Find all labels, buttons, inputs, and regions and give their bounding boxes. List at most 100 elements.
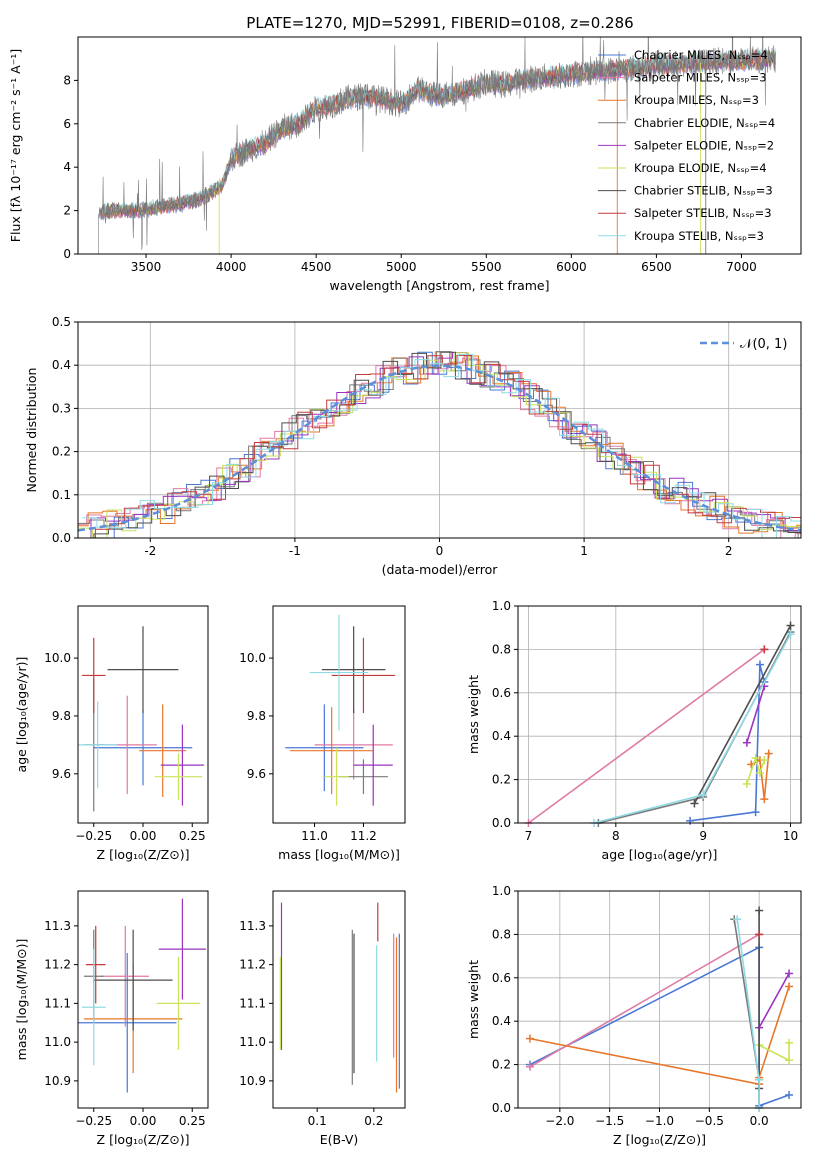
- x-tick-label: 0.25: [179, 1114, 206, 1128]
- x-tick-label: −1.5: [595, 1114, 624, 1128]
- legend-label-kroupa_stelib: Kroupa STELIB, Nₛₛₚ=3: [634, 229, 764, 243]
- y-tick-label: 0.4: [492, 729, 511, 743]
- x-tick-label: 7: [525, 829, 533, 843]
- series-line-salpeter_miles: [529, 933, 760, 1068]
- series-line-kroupa_miles: [750, 753, 770, 800]
- y-axis-label: mass weight: [466, 960, 481, 1039]
- y-tick-label: 0.1: [52, 488, 71, 502]
- y-axis-label: mass [log₁₀(M/M⊙)]: [14, 939, 29, 1061]
- y-tick-label: 9.6: [52, 767, 71, 781]
- x-tick-label: 8: [612, 829, 620, 843]
- page-title: PLATE=1270, MJD=52991, FIBERID=0108, z=0…: [246, 14, 633, 32]
- x-axis-label: wavelength [Angstrom, rest frame]: [329, 278, 549, 293]
- y-tick-label: 2: [63, 204, 71, 218]
- weight_vs_Z-frame: [517, 890, 802, 1109]
- y-tick-label: 0.8: [492, 642, 511, 656]
- x-tick-label: −0.5: [695, 1114, 724, 1128]
- x-tick-label: −1.0: [645, 1114, 674, 1128]
- series-line-salpeter_elodie: [758, 973, 790, 1029]
- x-axis-label: mass [log₁₀(M/M⊙)]: [278, 847, 400, 862]
- legend-label-salpeter_miles: Salpeter MILES, Nₛₛₚ=3: [634, 71, 767, 85]
- x-tick-label: 11.0: [301, 829, 328, 843]
- mass_vs_ebv-axes: 0.1 0.2 10.9 11.0 11.1 11.2 11.3 E(B-V): [239, 919, 383, 1147]
- legend-label-kroupa_miles: Kroupa MILES, Nₛₛₚ=3: [634, 93, 759, 107]
- y-tick-label: 0.2: [52, 445, 71, 459]
- x-axis-label: E(B-V): [320, 1132, 359, 1147]
- histogram-salpeter_stelib: [80, 354, 801, 538]
- y-tick-label: 11.0: [239, 1035, 266, 1049]
- x-tick-label: 2: [725, 544, 733, 558]
- gaussian-legend-label: 𝒩(0, 1): [740, 337, 787, 352]
- y-tick-label: 10.0: [44, 651, 71, 665]
- y-tick-label: 0.3: [52, 401, 71, 415]
- y-tick-label: 9.6: [247, 767, 266, 781]
- legend-label-salpeter_stelib: Salpeter STELIB, Nₛₛₚ=3: [634, 206, 772, 220]
- mass_vs_Z-axes: −0.25 0.00 0.25 10.9 11.0 11.1 11.2 11.3 Z [log₁…: [14, 919, 206, 1147]
- x-tick-label: 0: [436, 544, 444, 558]
- age_vs_Z-axes: −0.25 0.00 0.25 9.6 9.8 10.0 Z [log₁₀(Z/Z⊙)] ag…: [14, 651, 206, 862]
- y-tick-label: 0.6: [492, 971, 511, 985]
- x-axis-label: (data-model)/error: [382, 562, 499, 577]
- x-tick-label: 6500: [641, 260, 672, 274]
- y-tick-label: 11.1: [239, 996, 266, 1010]
- age_vs_mass-points: [285, 614, 396, 806]
- x-tick-label: 5500: [471, 260, 502, 274]
- x-tick-label: 0.0: [750, 1114, 769, 1128]
- x-tick-label: 1: [580, 544, 588, 558]
- y-tick-label: 11.0: [44, 1035, 71, 1049]
- x-tick-label: 9: [699, 829, 707, 843]
- x-tick-label: 0.00: [130, 829, 157, 843]
- legend-label-chabrier_miles: Chabrier MILES, Nₛₛₚ=4: [634, 48, 768, 62]
- age_vs_mass-axes: 11.0 11.2 9.6 9.8 10.0 mass [log₁₀(M/M⊙)]: [239, 651, 400, 862]
- histogram-salpeter_elodie: [78, 352, 801, 538]
- y-tick-label: 11.2: [239, 958, 266, 972]
- y-tick-label: 0.6: [492, 686, 511, 700]
- weight_vs_age-series: [524, 621, 795, 827]
- series-line-chabrier_miles: [689, 664, 766, 822]
- y-tick-label: 0.5: [52, 315, 71, 329]
- y-tick-label: 0.0: [492, 1101, 511, 1115]
- y-tick-label: 9.8: [52, 709, 71, 723]
- y-tick-label: 10.9: [239, 1074, 266, 1088]
- y-tick-label: 11.3: [239, 919, 266, 933]
- x-axis-label: age [log₁₀(age/yr)]: [602, 847, 718, 862]
- spectrum-data-line: [98, 37, 776, 254]
- x-tick-label: 7000: [726, 260, 757, 274]
- y-tick-label: 1.0: [492, 599, 511, 613]
- x-tick-label: 5000: [386, 260, 417, 274]
- x-tick-label: 0.2: [364, 1114, 383, 1128]
- y-tick-label: 9.8: [247, 709, 266, 723]
- age_vs_Z-points: [78, 626, 205, 812]
- spectrum-legend: Chabrier MILES, Nₛₛₚ=4 Salpeter MILES, Nₛ…: [598, 48, 775, 243]
- y-axis-label: Normed distribution: [24, 368, 39, 493]
- x-tick-label: 0.00: [130, 1114, 157, 1128]
- y-tick-label: 0.4: [492, 1014, 511, 1028]
- residuals-frame: [77, 321, 802, 539]
- x-tick-label: 4000: [216, 260, 247, 274]
- residual-histograms: [78, 351, 801, 538]
- spectrum-frame: [77, 36, 802, 255]
- x-tick-label: 3500: [131, 260, 162, 274]
- x-tick-label: −0.25: [75, 1114, 112, 1128]
- y-tick-label: 10.0: [239, 651, 266, 665]
- y-axis-label: age [log₁₀(age/yr)]: [14, 657, 29, 773]
- x-axis-label: Z [log₁₀(Z/Z⊙)]: [613, 1132, 706, 1147]
- histogram-chabrier_elodie: [78, 351, 801, 538]
- y-tick-label: 0.4: [52, 358, 71, 372]
- x-tick-label: 6000: [556, 260, 587, 274]
- gaussian-curve: [78, 364, 801, 532]
- age_vs_Z-frame: [77, 605, 209, 824]
- mass_vs_ebv-points: [279, 902, 400, 1093]
- spectrum-lines: [98, 37, 776, 254]
- x-tick-label: -2: [144, 544, 156, 558]
- x-tick-label: −0.25: [75, 829, 112, 843]
- x-tick-label: 10: [783, 829, 798, 843]
- x-tick-label: 4500: [301, 260, 332, 274]
- mass_vs_ebv-frame: [272, 890, 406, 1109]
- y-tick-label: 0.2: [492, 773, 511, 787]
- histogram-chabrier_stelib: [79, 351, 801, 538]
- y-tick-label: 0.0: [492, 816, 511, 830]
- x-tick-label: 0.25: [179, 829, 206, 843]
